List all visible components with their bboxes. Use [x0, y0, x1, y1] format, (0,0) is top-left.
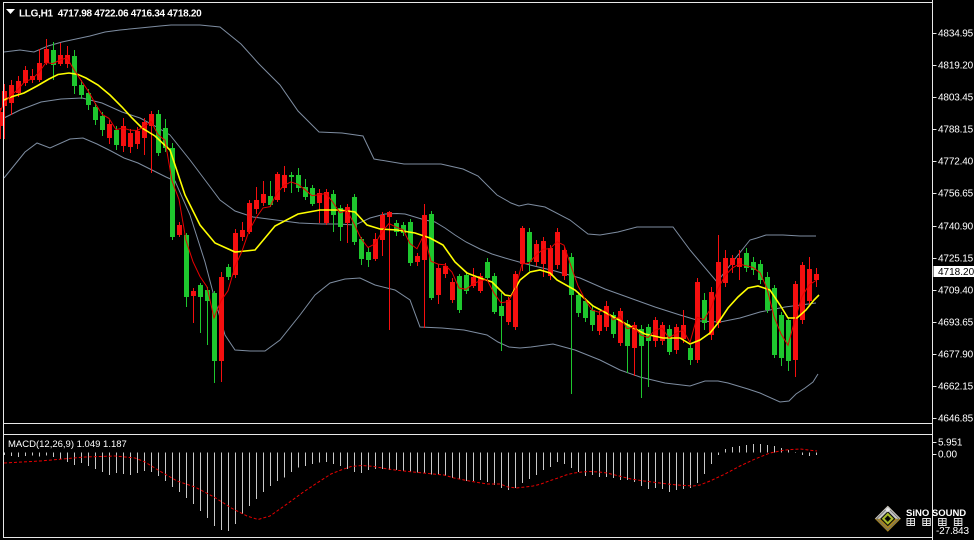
svg-text:MACD(12,26,9) 1.049 1.187: MACD(12,26,9) 1.049 1.187 — [8, 439, 127, 450]
svg-text:4693.65: 4693.65 — [938, 318, 974, 329]
svg-text:4834.95: 4834.95 — [938, 29, 974, 40]
svg-text:4803.45: 4803.45 — [938, 93, 974, 104]
svg-text:-27.843: -27.843 — [936, 526, 969, 537]
svg-text:LLG,H1 4717.98 4722.06 4716.3: LLG,H1 4717.98 4722.06 4716.34 4718.20 — [19, 9, 202, 20]
svg-text:4788.15: 4788.15 — [938, 125, 974, 136]
svg-text:4677.90: 4677.90 — [938, 350, 974, 361]
svg-text:4709.40: 4709.40 — [938, 286, 974, 297]
svg-text:4772.40: 4772.40 — [938, 157, 974, 168]
svg-text:4740.90: 4740.90 — [938, 222, 974, 233]
svg-text:4819.20: 4819.20 — [938, 61, 974, 72]
svg-text:4646.85: 4646.85 — [938, 414, 974, 425]
svg-text:4725.15: 4725.15 — [938, 254, 974, 265]
svg-text:4756.65: 4756.65 — [938, 189, 974, 200]
svg-text:SiNO SOUND: SiNO SOUND — [906, 508, 966, 519]
svg-text:4718.20: 4718.20 — [938, 267, 974, 278]
svg-text:0.00: 0.00 — [938, 450, 957, 461]
svg-text:4662.15: 4662.15 — [938, 382, 974, 393]
svg-text:5.951: 5.951 — [938, 438, 963, 449]
